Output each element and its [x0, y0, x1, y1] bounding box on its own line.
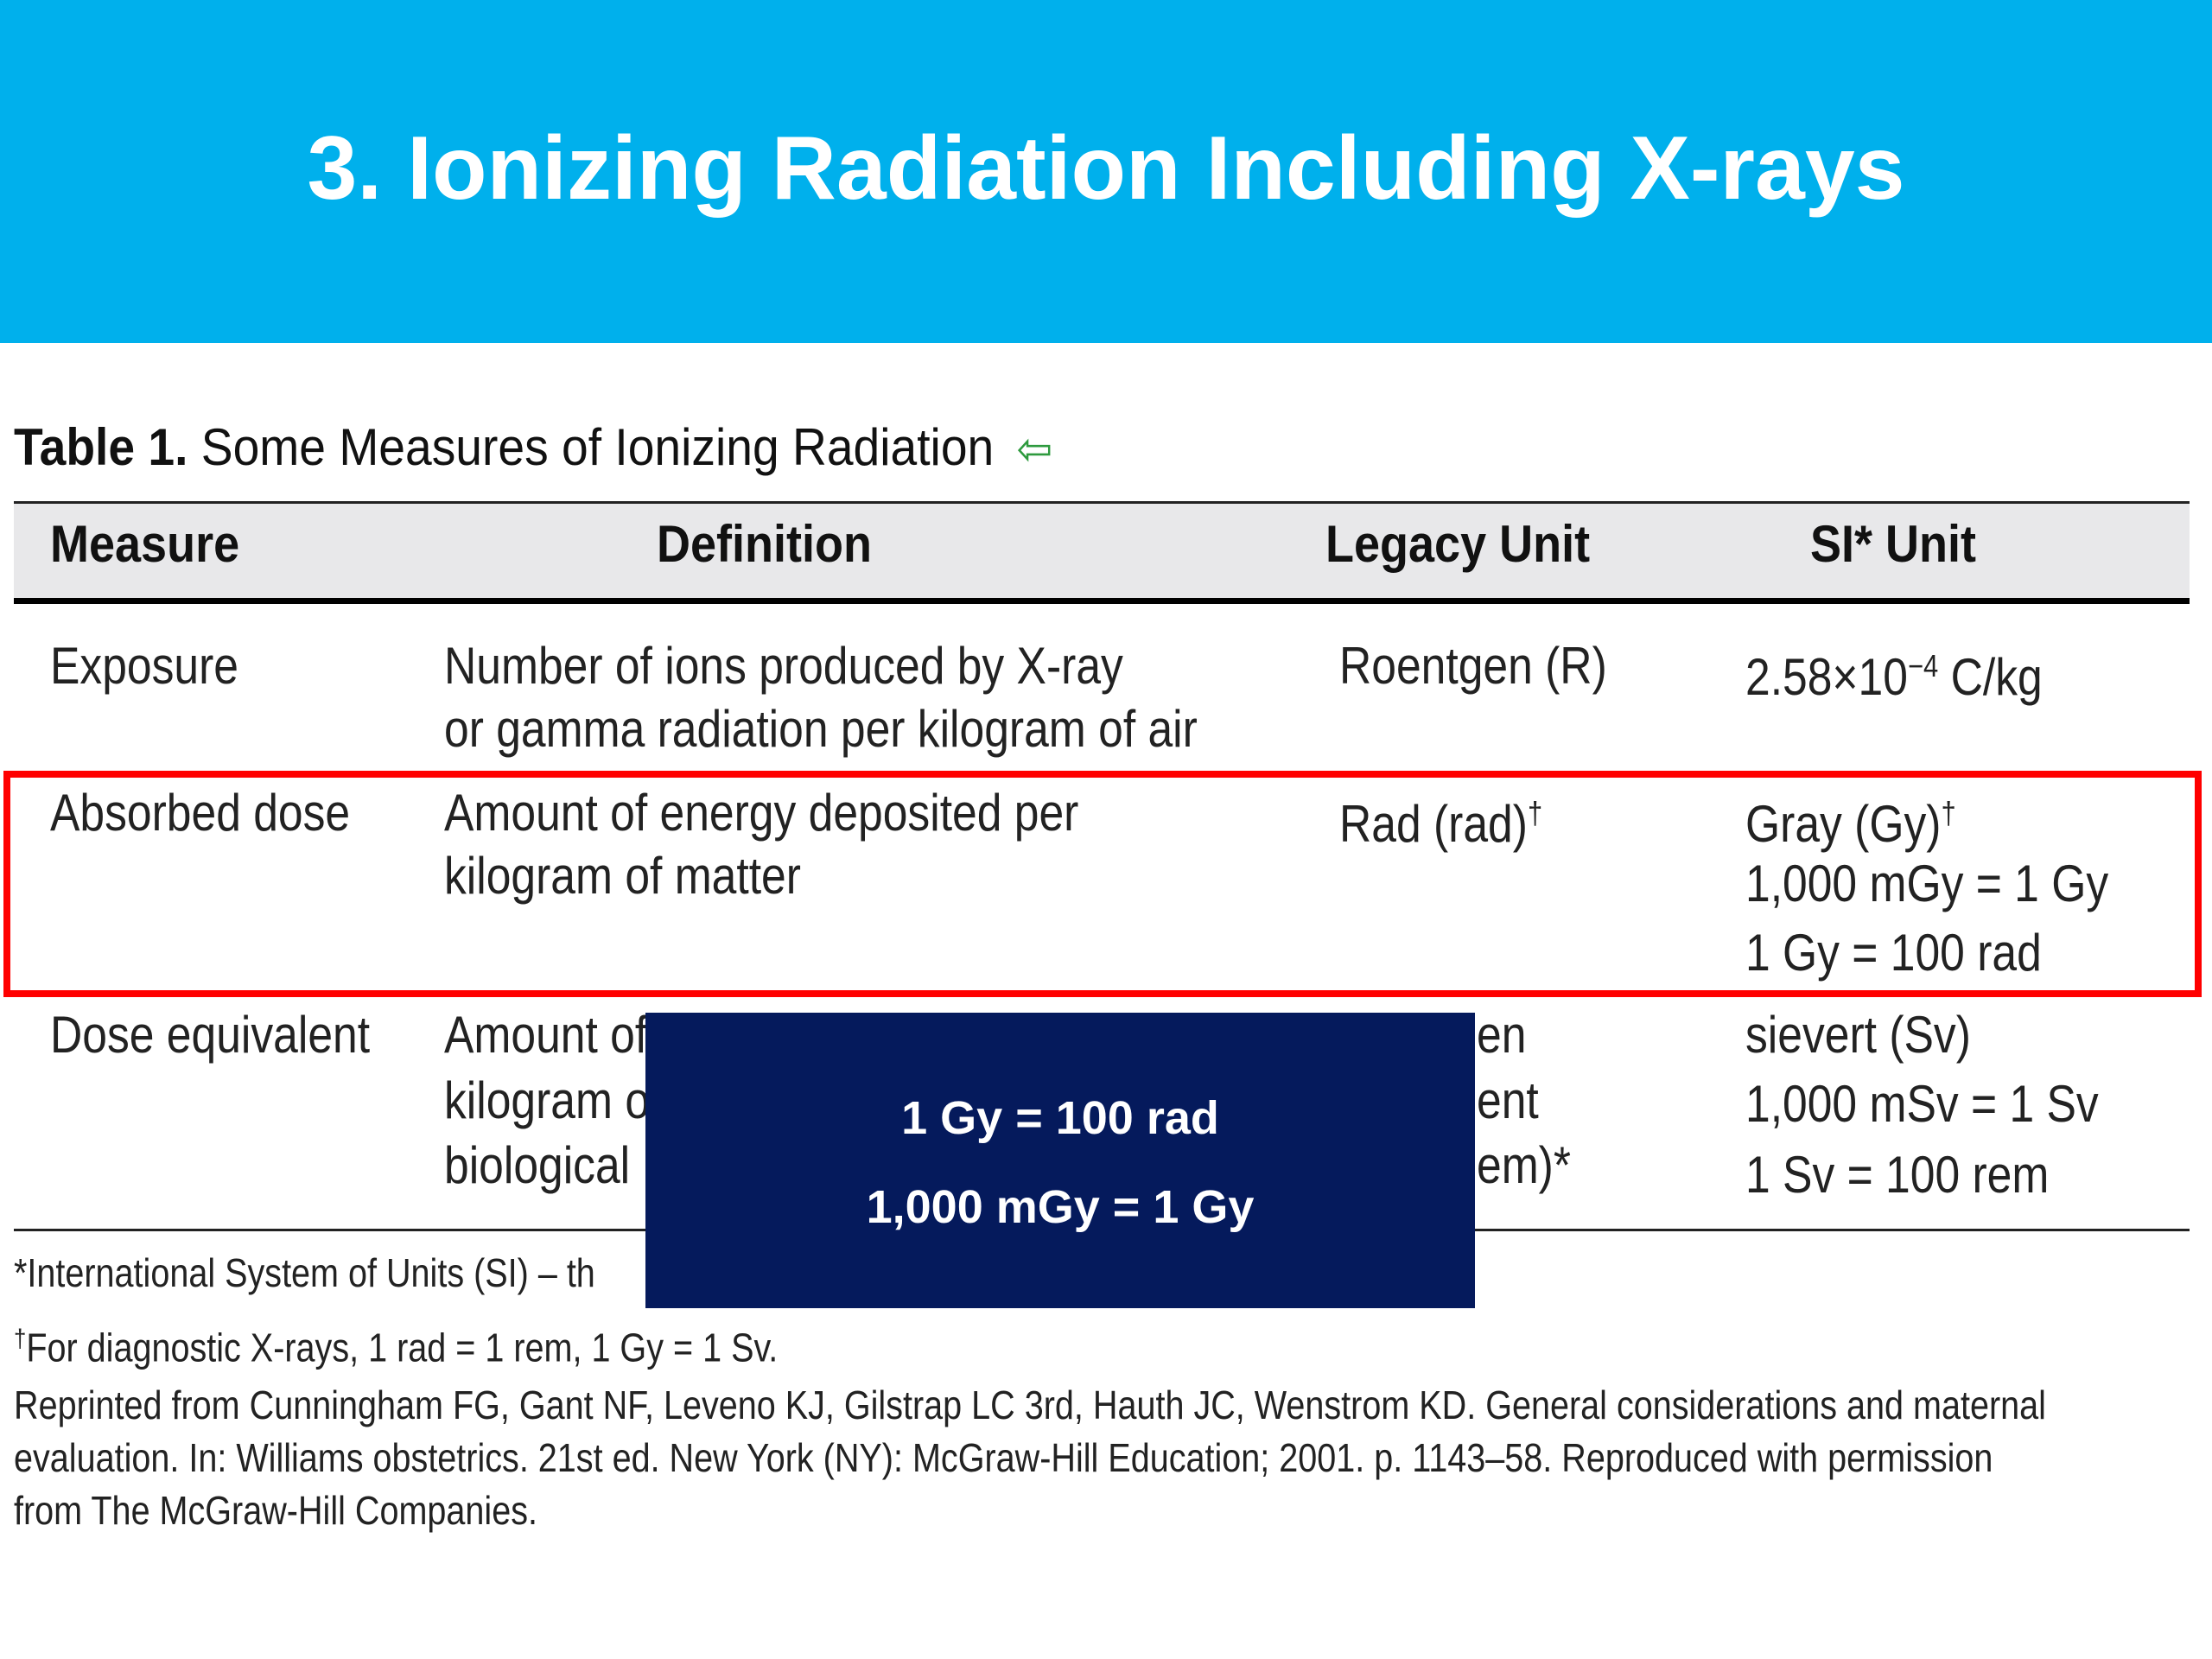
cell-si-unit-absorbed-line2: 1,000 mGy = 1 Gy: [1745, 855, 2109, 912]
cell-si-unit-exposure: 2.58×10−4 C/kg: [1745, 648, 2043, 706]
footnote-si: *International System of Units (SI) – th: [14, 1250, 595, 1295]
cell-measure-exposure: Exposure: [50, 637, 238, 695]
column-header-legacy-unit: Legacy Unit: [1325, 515, 1591, 573]
cell-legacy-unit-dose-line1: en: [1477, 1006, 1527, 1064]
cell-definition-absorbed-line1: Amount of energy deposited per: [444, 784, 1079, 842]
cell-si-unit-absorbed-line3: 1 Gy = 100 rad: [1745, 924, 2042, 982]
cell-si-unit-absorbed-line1: Gray (Gy)†: [1745, 795, 1956, 853]
cell-definition-dose-line3: biological: [444, 1136, 631, 1194]
cell-measure-absorbed-dose: Absorbed dose: [50, 784, 351, 842]
callout-line-1: 1 Gy = 100 rad: [901, 1092, 1219, 1144]
callout-line-2: 1,000 mGy = 1 Gy: [866, 1181, 1255, 1233]
column-header-definition: Definition: [657, 515, 872, 573]
reprint-note-line2: evaluation. In: Williams obstetrics. 21s…: [14, 1435, 1993, 1480]
table-caption-label: Table 1.: [14, 418, 188, 476]
back-arrow-icon[interactable]: ⇦: [1016, 423, 1053, 475]
cell-definition-exposure-line2: or gamma radiation per kilogram of air: [444, 700, 1198, 758]
cell-definition-absorbed-line2: kilogram of matter: [444, 847, 801, 905]
table-header: [14, 501, 2190, 603]
cell-definition-dose-line1: Amount of: [444, 1006, 648, 1064]
table-caption: Table 1. Some Measures of Ionizing Radia…: [14, 413, 1052, 484]
cell-definition-dose-line2: kilogram o: [444, 1071, 651, 1129]
callout-box: 1 Gy = 100 rad 1,000 mGy = 1 Gy: [645, 1013, 1475, 1308]
title-band: [0, 0, 2212, 343]
slide-title: 3. Ionizing Radiation Including X-rays: [307, 118, 1905, 219]
cell-measure-dose-equivalent: Dose equivalent: [50, 1006, 371, 1064]
column-header-si-unit: SI* Unit: [1810, 515, 1977, 573]
reprint-note-line1: Reprinted from Cunningham FG, Gant NF, L…: [14, 1382, 2046, 1427]
highlight-box: [3, 771, 2202, 997]
cell-si-unit-dose-line1: sievert (Sv): [1745, 1006, 1971, 1064]
cell-legacy-unit-exposure: Roentgen (R): [1339, 637, 1607, 695]
reprint-note-line3: from The McGraw-Hill Companies.: [14, 1488, 538, 1533]
cell-legacy-unit-dose-line3: em)*: [1477, 1136, 1571, 1194]
cell-legacy-unit-absorbed: Rad (rad)†: [1339, 795, 1543, 853]
cell-si-unit-dose-line3: 1 Sv = 100 rem: [1745, 1146, 2050, 1204]
header-rule: [14, 598, 2190, 604]
table-caption-text: Some Measures of Ionizing Radiation: [200, 418, 995, 476]
cell-legacy-unit-dose-line2: ent: [1477, 1071, 1539, 1129]
cell-definition-exposure-line1: Number of ions produced by X-ray: [444, 637, 1123, 695]
footnote-dagger: †For diagnostic X-rays, 1 rad = 1 rem, 1…: [14, 1325, 779, 1370]
column-header-measure: Measure: [50, 515, 240, 573]
cell-si-unit-dose-line2: 1,000 mSv = 1 Sv: [1745, 1075, 2099, 1133]
